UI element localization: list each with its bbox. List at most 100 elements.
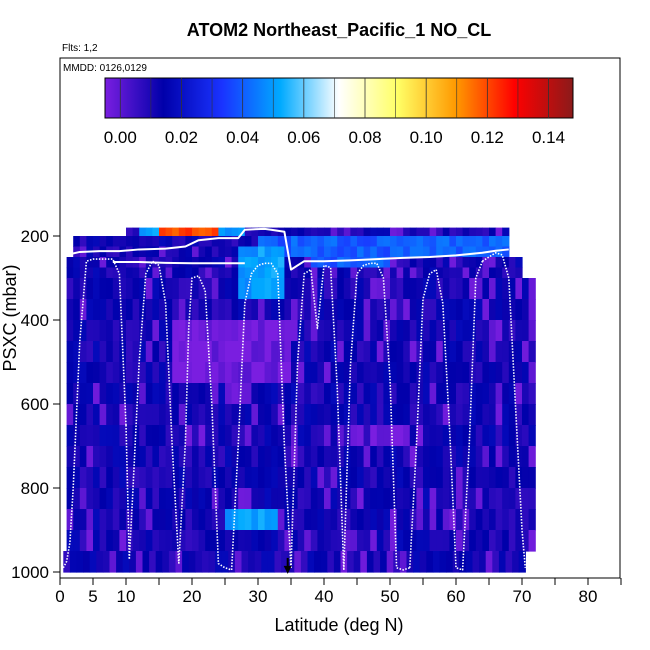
heatmap-cell — [456, 362, 464, 384]
heatmap-cell — [324, 320, 332, 342]
heatmap-cell — [436, 227, 444, 237]
heatmap-cell — [198, 383, 206, 405]
heatmap-cell — [337, 509, 345, 531]
heatmap-cell — [403, 257, 411, 269]
heatmap-cell — [73, 257, 81, 269]
heatmap-cell — [258, 257, 266, 269]
heatmap-cell — [225, 341, 233, 363]
y-axis: 200 400 600 800 1000 — [11, 227, 60, 582]
heatmap-cell — [416, 320, 424, 342]
heatmap-cell — [390, 404, 398, 426]
heatmap-cell — [456, 236, 464, 248]
heatmap-cell — [264, 467, 272, 489]
heatmap-cell — [145, 404, 153, 426]
heatmap-cell — [522, 446, 530, 468]
heatmap-cell — [93, 320, 101, 342]
heatmap-cell — [172, 236, 180, 248]
heatmap-cell — [238, 530, 246, 552]
heatmap-cell — [383, 446, 391, 468]
flight-track-profile — [290, 264, 345, 570]
heatmap-cell — [93, 278, 101, 300]
heatmap-cell — [469, 404, 477, 426]
heatmap-cell — [79, 362, 87, 384]
heatmap-cell — [264, 446, 272, 468]
x-tick-label: 0 — [55, 587, 64, 606]
heatmap-cell — [277, 267, 285, 279]
heatmap-cell — [119, 530, 127, 552]
heatmap-cell — [139, 278, 147, 300]
heatmap-cell — [396, 299, 404, 321]
heatmap-cell — [211, 404, 219, 426]
heatmap-cell — [376, 278, 384, 300]
heatmap-cell — [238, 488, 246, 510]
heatmap-cell — [218, 236, 226, 248]
heatmap-cell — [515, 404, 523, 426]
heatmap-cell — [291, 530, 299, 552]
heatmap-cell — [271, 257, 279, 269]
heatmap-cell — [442, 446, 450, 468]
heatmap-cell — [442, 257, 450, 269]
heatmap-cell — [376, 404, 384, 426]
heatmap-cell — [297, 446, 305, 468]
heatmap-cell — [357, 299, 365, 321]
heatmap-cell — [297, 488, 305, 510]
heatmap-cell — [264, 362, 272, 384]
heatmap-cell — [403, 341, 411, 363]
heatmap-cell — [284, 362, 292, 384]
heatmap-cell — [258, 509, 266, 531]
heatmap-cell — [284, 446, 292, 468]
heatmap-cell — [244, 227, 252, 237]
heatmap-cell — [327, 551, 335, 573]
heatmap-cell — [244, 341, 252, 363]
heatmap-cell — [112, 341, 120, 363]
heatmap-cell — [495, 246, 503, 258]
heatmap-cell — [469, 530, 477, 552]
heatmap-cell — [304, 509, 312, 531]
heatmap-cell — [132, 236, 140, 248]
heatmap-cell — [251, 257, 259, 269]
heatmap-cell — [291, 341, 299, 363]
heatmap-cell — [436, 257, 444, 269]
heatmap-cell — [343, 236, 351, 248]
heatmap-cell — [482, 227, 490, 237]
heatmap-cell — [225, 383, 233, 405]
heatmap-cell — [178, 509, 186, 531]
heatmap-cell — [198, 488, 206, 510]
heatmap-cell — [528, 425, 536, 447]
heatmap-cell — [475, 236, 483, 248]
heatmap-cell — [66, 446, 74, 468]
heatmap-cell — [102, 551, 111, 573]
heatmap-cell — [522, 383, 530, 405]
heatmap-cell — [396, 467, 404, 489]
heatmap-cell — [135, 551, 144, 573]
heatmap-cell — [238, 404, 246, 426]
heatmap-cell — [231, 446, 239, 468]
heatmap-cell — [119, 509, 127, 531]
heatmap-cell — [416, 299, 424, 321]
heatmap-cell — [284, 530, 292, 552]
heatmap-cell — [416, 257, 424, 269]
heatmap-cell — [106, 383, 114, 405]
heatmap-cell — [317, 530, 325, 552]
heatmap-cell — [456, 488, 464, 510]
heatmap-cell — [515, 278, 523, 300]
heatmap-cell — [409, 299, 417, 321]
heatmap-cell — [462, 299, 470, 321]
heatmap-cell — [258, 227, 266, 237]
heatmap-cell — [456, 227, 464, 237]
heatmap-cell — [324, 299, 332, 321]
heatmap-cell — [79, 425, 87, 447]
heatmap-cell — [456, 425, 464, 447]
heatmap-cell — [505, 551, 513, 573]
heatmap-cell — [284, 267, 292, 279]
heatmap-cell — [310, 488, 318, 510]
heatmap-cell — [198, 404, 206, 426]
heatmap-cell — [291, 404, 299, 426]
heatmap-cell — [185, 509, 193, 531]
heatmap-cell — [456, 404, 464, 426]
heatmap-cell — [93, 488, 101, 510]
heatmap-cell — [271, 341, 279, 363]
heatmap-cell — [297, 383, 305, 405]
heatmap-cell — [350, 509, 358, 531]
heatmap-cell — [66, 425, 74, 447]
